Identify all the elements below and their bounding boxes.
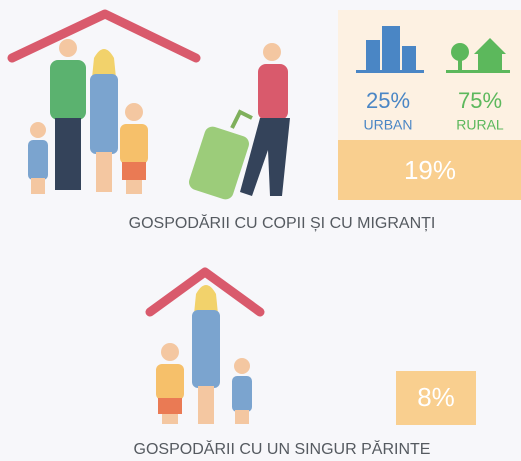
legs <box>55 118 81 190</box>
stats-box <box>338 10 521 140</box>
house <box>474 38 506 70</box>
legs <box>235 410 249 424</box>
head <box>161 343 179 361</box>
legs <box>162 414 178 424</box>
head <box>234 358 250 374</box>
shorts <box>122 162 146 180</box>
torso <box>232 376 252 412</box>
shorts <box>158 398 182 414</box>
total-value: 19% <box>404 155 456 185</box>
total-box <box>396 371 476 425</box>
head <box>125 103 143 121</box>
roof <box>7 9 201 63</box>
caption: GOSPODĂRII CU UN SINGUR PĂRINTE <box>134 439 431 458</box>
torso <box>258 64 288 120</box>
torso <box>156 364 184 400</box>
tree <box>451 43 469 61</box>
legs <box>96 152 112 192</box>
building <box>366 40 380 70</box>
family-figure <box>28 39 148 194</box>
legs <box>240 118 290 196</box>
suitcase-handle <box>230 109 253 129</box>
single-parent-figure <box>156 285 252 424</box>
urban-label: URBAN <box>363 117 412 133</box>
total-box <box>338 140 521 200</box>
hair <box>92 49 116 78</box>
migrant-figure <box>189 43 290 200</box>
rural-value: 75% <box>458 88 502 113</box>
legs <box>31 178 45 194</box>
head <box>59 39 77 57</box>
torso <box>28 140 48 180</box>
urban-icon <box>356 26 424 73</box>
legs <box>126 180 142 194</box>
trunk <box>458 58 462 70</box>
legs <box>198 386 214 424</box>
torso <box>90 74 118 154</box>
head <box>30 122 46 138</box>
hair <box>194 285 218 314</box>
head <box>263 43 281 61</box>
total-value: 8% <box>417 382 455 412</box>
ground <box>356 70 424 73</box>
torso <box>192 310 220 388</box>
torso <box>50 60 86 120</box>
building <box>382 26 400 70</box>
suitcase <box>189 126 249 200</box>
torso <box>120 124 148 164</box>
rural-icon <box>446 38 510 73</box>
ground <box>446 70 510 73</box>
roof <box>145 267 265 317</box>
urban-value: 25% <box>366 88 410 113</box>
building <box>402 46 416 70</box>
caption: GOSPODĂRII CU COPII ȘI CU MIGRANȚI <box>129 213 436 232</box>
rural-label: RURAL <box>456 117 504 133</box>
